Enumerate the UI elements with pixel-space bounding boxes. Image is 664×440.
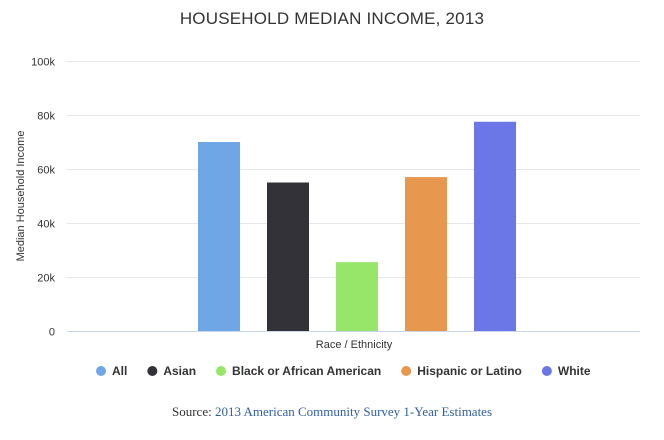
gridlines (67, 61, 640, 278)
legend-label: Black or African American (232, 364, 381, 378)
source-link[interactable]: 2013 American Community Survey 1-Year Es… (214, 404, 493, 419)
legend-swatch (96, 366, 106, 376)
bar-black-or-african-american[interactable] (336, 262, 378, 331)
y-tick-label: 60k (37, 165, 55, 177)
legend-item-all[interactable]: All (96, 364, 127, 378)
y-tick-label: 80k (37, 111, 55, 123)
legend-item-black-or-african-american[interactable]: Black or African American (216, 364, 381, 378)
y-axis-title: Median Household Income (15, 131, 27, 262)
y-tick-label: 20k (37, 273, 55, 285)
legend-label: Asian (163, 364, 196, 378)
y-tick-label: 100k (31, 57, 55, 69)
legend-swatch (401, 366, 412, 376)
legend-swatch (541, 366, 552, 376)
chart-title: HOUSEHOLD MEDIAN INCOME, 2013 (180, 9, 484, 28)
bar-hispanic-or-latino[interactable] (405, 177, 447, 331)
source-prefix: Source: (171, 404, 215, 419)
legend-label: White (558, 364, 591, 378)
legend-swatch (216, 366, 227, 376)
bar-asian[interactable] (267, 182, 309, 332)
x-axis-title: Race / Ethnicity (316, 339, 393, 351)
legend-swatch (147, 366, 158, 376)
bar-all[interactable] (198, 142, 240, 331)
y-tick-label: 0 (49, 327, 55, 339)
y-axis-ticks: 0 20k 40k 60k 80k 100k (31, 57, 55, 339)
source-note: Source: 2013 American Community Survey 1… (0, 404, 664, 420)
legend-label: All (112, 364, 127, 378)
legend-item-asian[interactable]: Asian (147, 364, 196, 378)
legend-item-hispanic-or-latino[interactable]: Hispanic or Latino (401, 364, 522, 378)
legend-label: Hispanic or Latino (417, 364, 522, 378)
legend[interactable]: All Asian Black or African American Hispani… (96, 364, 591, 378)
legend-item-white[interactable]: White (541, 364, 591, 378)
y-tick-label: 40k (37, 219, 55, 231)
bars (198, 121, 516, 332)
bar-white[interactable] (474, 121, 516, 331)
